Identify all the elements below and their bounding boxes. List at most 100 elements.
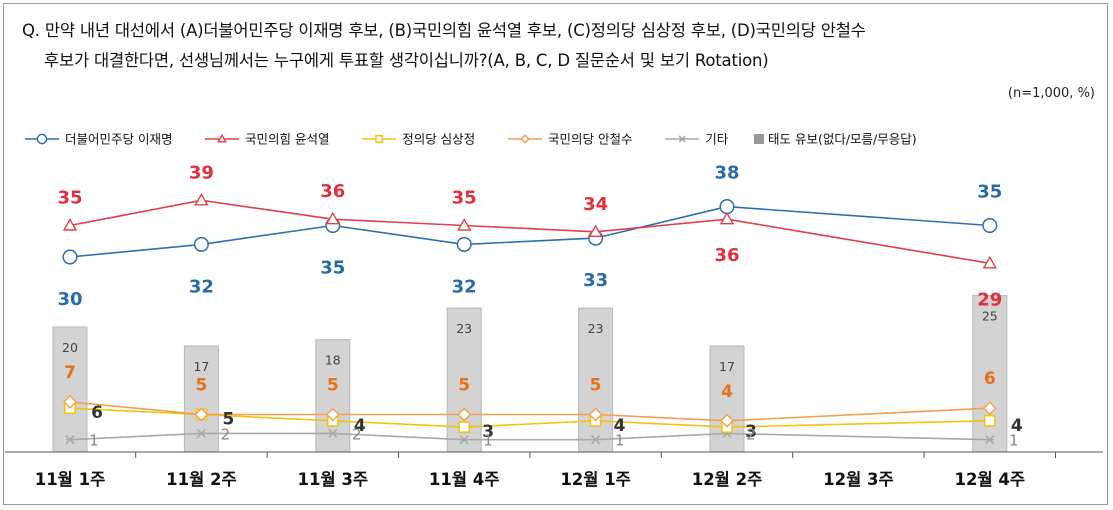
- bar-value-label: 17: [193, 359, 209, 374]
- legend-label: 태도 유보(없다/모름/무응답): [768, 132, 917, 147]
- data-label: 39: [189, 162, 214, 183]
- legend-item: 정의당 심상정: [362, 132, 475, 147]
- marker-triangle: [719, 211, 735, 225]
- legend-label: 더불어민주당 이재명: [65, 132, 172, 147]
- data-label: 1: [483, 432, 493, 450]
- data-label: 2: [746, 425, 756, 443]
- data-label: 32: [452, 276, 477, 297]
- data-label: 2: [352, 425, 362, 443]
- marker-triangle: [588, 224, 603, 237]
- data-label: 5: [327, 376, 339, 396]
- marker-diamond: [588, 407, 603, 422]
- data-label: 36: [714, 245, 739, 266]
- data-label: 35: [57, 188, 82, 209]
- data-label: 5: [590, 376, 602, 396]
- data-label: 34: [583, 194, 608, 215]
- bar-value-label: 23: [456, 321, 472, 336]
- data-label: 5: [458, 376, 470, 396]
- data-label: 5: [222, 410, 234, 430]
- data-label: 4: [614, 416, 626, 436]
- data-label: 7: [64, 363, 76, 383]
- marker-triangle: [325, 211, 341, 225]
- data-label: 1: [1009, 432, 1019, 450]
- series-line: [69, 205, 990, 258]
- data-label: 38: [714, 163, 739, 184]
- data-label: 6: [91, 403, 103, 423]
- x-tick-label: 11월 1주: [35, 470, 106, 489]
- data-label: 29: [977, 289, 1002, 310]
- marker-x: [328, 428, 338, 438]
- marker-circle: [456, 236, 472, 252]
- data-label: 33: [583, 270, 608, 291]
- x-tick-label: 11월 2주: [166, 470, 237, 489]
- marker-diamond: [520, 134, 530, 144]
- marker-circle: [62, 249, 78, 265]
- question-line-1: Q. 만약 내년 대선에서 (A)더불어민주당 이재명 후보, (B)국민의힘 …: [22, 21, 866, 40]
- marker-circle: [193, 236, 209, 252]
- legend-label: 기타: [705, 132, 729, 147]
- data-label: 4: [1011, 416, 1023, 436]
- marker-diamond: [982, 401, 997, 416]
- data-label: 4: [354, 416, 366, 436]
- x-tick-label: 12월 3주: [823, 470, 894, 489]
- data-label: 3: [482, 422, 494, 442]
- legend-item: 태도 유보(없다/모름/무응답): [754, 132, 917, 147]
- data-label: 1: [615, 432, 625, 450]
- data-label: 6: [984, 369, 996, 389]
- legend-label: 정의당 심상정: [402, 132, 475, 147]
- x-tick-label: 11월 3주: [298, 470, 369, 489]
- marker-circle: [719, 199, 735, 215]
- x-tick-label: 12월 2주: [692, 470, 763, 489]
- marker-triangle: [216, 133, 228, 143]
- data-label: 35: [320, 258, 345, 279]
- marker-x: [196, 428, 206, 438]
- marker-x: [459, 435, 469, 445]
- marker-triangle: [456, 218, 472, 231]
- bar-value-label: 25: [982, 309, 998, 324]
- legend-item: 기타: [665, 132, 729, 147]
- data-label: 35: [452, 188, 477, 209]
- question-text: Q. 만약 내년 대선에서 (A)더불어민주당 이재명 후보, (B)국민의힘 …: [22, 16, 1097, 76]
- x-tick-label: 11월 4주: [429, 470, 500, 489]
- data-label: 5: [195, 376, 207, 396]
- bar-value-label: 20: [62, 340, 78, 355]
- sample-note: (n=1,000, %): [1007, 86, 1095, 101]
- marker-square: [458, 421, 471, 433]
- marker-diamond: [457, 407, 472, 422]
- marker-triangle: [194, 192, 209, 206]
- series-line: [69, 199, 990, 265]
- marker-circle: [982, 217, 998, 234]
- data-label: 2: [221, 425, 231, 443]
- marker-diamond: [194, 407, 209, 422]
- marker-square: [375, 135, 384, 143]
- legend-label: 국민의당 안철수: [548, 132, 632, 147]
- x-tick-label: 12월 4주: [955, 470, 1026, 489]
- data-label: 4: [721, 382, 733, 402]
- bar-value-label: 17: [719, 359, 735, 374]
- marker-diamond: [720, 413, 734, 428]
- legend-swatch: [754, 134, 764, 144]
- data-label: 3: [745, 422, 757, 442]
- x-tick-label: 12월 1주: [560, 470, 631, 489]
- data-label: 1: [89, 432, 99, 450]
- marker-diamond: [325, 407, 340, 422]
- legend-item: 국민의힘 윤석열: [205, 132, 329, 147]
- marker-diamond: [63, 394, 77, 409]
- marker-triangle: [62, 218, 78, 231]
- bar-value-label: 23: [588, 321, 604, 336]
- marker-x: [591, 435, 601, 445]
- marker-x: [985, 435, 995, 445]
- data-label: 32: [189, 276, 214, 297]
- data-label: 36: [320, 181, 345, 202]
- bar-value-label: 18: [325, 353, 341, 368]
- marker-triangle: [982, 255, 998, 269]
- marker-x: [678, 135, 686, 143]
- legend-item: 국민의당 안철수: [508, 132, 632, 147]
- legend-item: 더불어민주당 이재명: [25, 132, 172, 147]
- data-label: 35: [977, 182, 1002, 203]
- legend-label: 국민의힘 윤석열: [245, 132, 329, 147]
- marker-x: [65, 435, 75, 445]
- marker-square: [983, 414, 996, 427]
- marker-circle: [36, 133, 48, 145]
